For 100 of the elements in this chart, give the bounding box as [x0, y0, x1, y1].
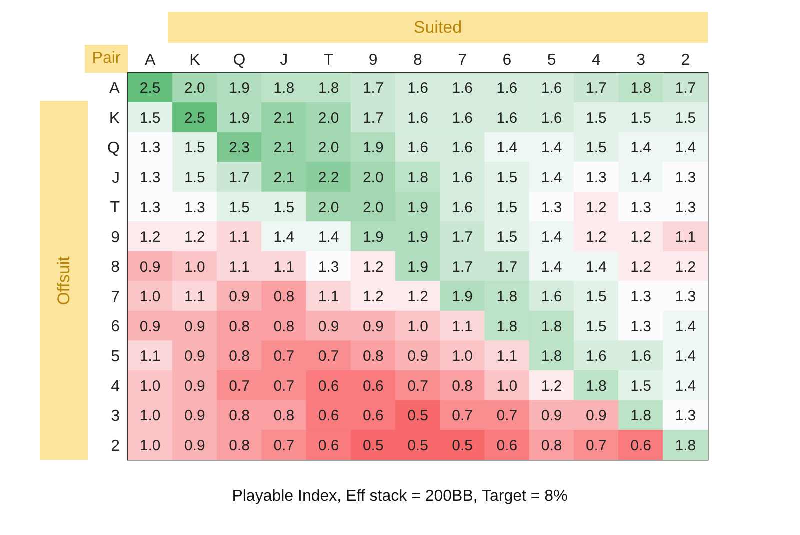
data-label: 1.3	[630, 318, 652, 336]
x-tick-label: 5	[547, 52, 556, 69]
data-label: 1.6	[630, 348, 652, 366]
data-label: 0.9	[184, 437, 206, 454]
data-label: 1.8	[541, 348, 562, 366]
data-label: 0.6	[318, 437, 340, 454]
data-label: 1.8	[318, 80, 340, 98]
data-label: 1.5	[675, 110, 696, 127]
data-label: 2.2	[318, 170, 340, 187]
data-label: 1.5	[140, 110, 161, 127]
data-label: 1.1	[452, 318, 474, 336]
data-label: 1.0	[140, 408, 161, 425]
y-tick-label: 3	[111, 408, 120, 426]
data-label: 0.7	[496, 408, 518, 425]
data-label: 2.0	[318, 140, 340, 157]
data-label: 0.8	[229, 437, 250, 454]
data-label: 1.2	[140, 229, 161, 246]
data-label: 1.1	[229, 258, 250, 276]
data-label: 1.5	[630, 378, 652, 395]
data-label: 1.5	[586, 318, 607, 336]
data-label: 1.6	[408, 80, 428, 98]
data-label: 1.5	[496, 199, 518, 216]
data-label: 0.5	[408, 408, 428, 425]
x-tick-label: 2	[681, 52, 690, 69]
x-tick-label: 4	[592, 52, 602, 69]
data-label: 1.6	[541, 110, 562, 127]
y-tick-label: 7	[111, 288, 120, 306]
data-label: 1.7	[496, 258, 518, 276]
data-label: 0.9	[229, 288, 250, 306]
data-label: 1.9	[229, 110, 250, 127]
x-tick-label: Q	[233, 52, 246, 69]
data-label: 1.4	[541, 229, 562, 246]
data-label: 1.3	[184, 199, 206, 216]
data-label: 1.8	[541, 318, 562, 336]
x-tick-label: T	[324, 52, 334, 69]
data-label: 1.4	[630, 170, 652, 187]
y-tick-label: T	[110, 200, 120, 217]
data-label: 0.9	[184, 408, 206, 425]
data-label: 0.9	[586, 408, 607, 425]
data-label: 1.5	[586, 140, 607, 157]
data-label: 1.0	[140, 288, 161, 306]
data-label: 1.3	[675, 170, 696, 187]
data-label: 1.6	[452, 110, 474, 127]
data-label: 0.8	[229, 348, 250, 366]
data-label: 1.6	[586, 348, 607, 366]
data-label: 1.7	[675, 80, 696, 98]
data-label: 0.7	[452, 408, 474, 425]
x-tick-label: 7	[458, 52, 468, 69]
data-label: 0.6	[362, 408, 384, 425]
data-label: 1.0	[452, 348, 474, 366]
data-label: 1.8	[496, 318, 518, 336]
data-label: 1.8	[675, 437, 696, 454]
data-label: 1.2	[675, 258, 696, 276]
data-label: 2.3	[229, 140, 250, 157]
data-label: 0.6	[318, 378, 340, 395]
data-label: 0.6	[318, 408, 340, 425]
data-label: 1.9	[408, 229, 428, 246]
data-label: 1.3	[630, 288, 652, 306]
data-label: 1.8	[630, 408, 652, 425]
text: Pair	[85, 45, 128, 73]
data-label: 1.4	[675, 378, 696, 395]
data-label: 0.8	[229, 318, 250, 336]
data-label: 0.7	[408, 378, 428, 395]
data-label: 1.5	[586, 288, 607, 306]
text: Playable Index, Eff stack = 200BB, Target = 8%	[231, 488, 569, 506]
y-tick-label: 8	[111, 259, 120, 276]
data-label: 1.6	[541, 288, 562, 306]
data-label: 1.7	[362, 110, 384, 127]
data-label: 1.0	[184, 258, 206, 276]
x-tick-label: A	[144, 52, 156, 69]
data-label: 2.0	[362, 170, 384, 187]
y-tick-label: 9	[111, 229, 120, 246]
data-label: 1.6	[496, 110, 518, 127]
data-label: 1.7	[452, 258, 474, 276]
x-tick-label: J	[280, 52, 288, 69]
data-label: 1.6	[496, 80, 518, 98]
data-label: 0.6	[362, 378, 384, 395]
data-label: 2.0	[184, 80, 206, 98]
data-label: 1.3	[318, 258, 340, 276]
data-label: 1.8	[274, 80, 295, 98]
data-label: 1.8	[586, 378, 607, 395]
data-label: 1.6	[452, 199, 474, 216]
data-label: 1.4	[630, 140, 652, 157]
data-label: 1.5	[586, 110, 607, 127]
data-label: 1.6	[452, 140, 474, 157]
data-label: 1.6	[408, 110, 428, 127]
data-label: 0.5	[452, 437, 474, 454]
data-label: 0.8	[229, 408, 250, 425]
data-label: 0.5	[362, 437, 384, 454]
data-label: 1.5	[184, 140, 206, 157]
data-label: 1.9	[362, 229, 384, 246]
data-label: 0.9	[140, 258, 161, 276]
data-label: 0.9	[184, 378, 206, 395]
data-label: 1.5	[229, 199, 250, 216]
data-label: 1.4	[318, 229, 340, 246]
data-label: 1.6	[541, 80, 562, 98]
data-label: 1.2	[586, 199, 607, 216]
data-label: 0.8	[541, 437, 562, 454]
data-label: 2.5	[184, 110, 206, 127]
data-label: 1.3	[541, 199, 562, 216]
